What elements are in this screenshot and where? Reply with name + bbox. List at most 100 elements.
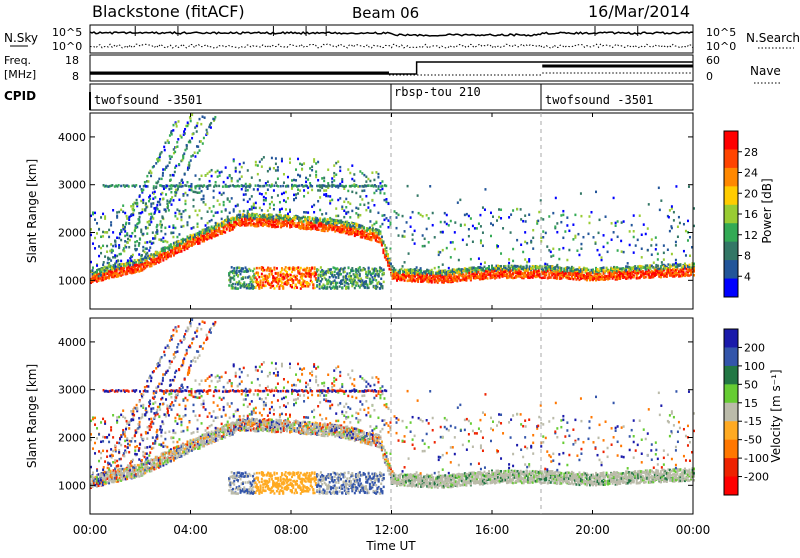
- power-cell: [359, 203, 361, 206]
- power-cell: [243, 199, 245, 202]
- power-cell: [371, 224, 373, 227]
- power-cell: [142, 199, 144, 202]
- power-cell: [516, 239, 518, 242]
- power-cell: [268, 273, 270, 276]
- power-cell: [193, 199, 195, 202]
- power-cell: [402, 215, 404, 218]
- power-cell: [102, 231, 104, 234]
- power-cell: [361, 172, 363, 175]
- power-cell: [290, 274, 292, 277]
- power-cell: [269, 203, 271, 206]
- power-cell: [251, 195, 253, 198]
- power-cell: [341, 206, 343, 209]
- power-cell: [300, 281, 302, 284]
- power-cell: [468, 235, 470, 238]
- power-cell: [92, 213, 94, 216]
- power-cell: [524, 241, 526, 244]
- power-cell: [375, 221, 377, 224]
- power-cell: [381, 180, 383, 183]
- power-cell: [323, 189, 325, 192]
- power-cell: [319, 196, 321, 199]
- power-cell: [239, 214, 241, 217]
- power-cell: [213, 215, 215, 218]
- beam-title: Beam 06: [352, 4, 419, 22]
- power-cell: [227, 216, 229, 219]
- power-cell: [114, 254, 116, 257]
- power-cell: [312, 284, 314, 287]
- power-cell: [329, 276, 331, 279]
- power-cell: [379, 232, 381, 235]
- power-cell: [223, 181, 225, 184]
- power-cell: [315, 162, 317, 165]
- power-cell: [213, 196, 215, 199]
- power-cell: [566, 216, 568, 219]
- power-cell: [255, 202, 257, 205]
- power-cell: [311, 267, 313, 270]
- power-cell: [321, 213, 323, 216]
- power-cell: [314, 287, 316, 290]
- power-cell: [191, 183, 193, 186]
- power-cell: [347, 211, 349, 214]
- frequency-panel: Freq. [MHz] 18 8 60 0 Nave: [4, 54, 781, 83]
- power-cell: [647, 227, 649, 230]
- power-cell: [92, 242, 94, 245]
- power-cell: [92, 266, 94, 269]
- power-cell: [345, 198, 347, 201]
- power-cell: [412, 211, 414, 214]
- power-cell: [303, 224, 305, 227]
- power-cell: [311, 169, 313, 172]
- noise-tick-top-left: 10^5: [52, 26, 82, 39]
- power-cell: [267, 170, 269, 173]
- power-cell: [257, 281, 259, 284]
- power-cell: [311, 166, 313, 169]
- power-cell: [235, 170, 237, 173]
- power-cell: [371, 171, 373, 174]
- power-cell: [217, 170, 219, 173]
- power-cell: [450, 241, 452, 244]
- power-cell: [363, 204, 365, 207]
- power-cell: [158, 238, 160, 241]
- power-cell: [229, 212, 231, 215]
- power-cell: [355, 207, 357, 210]
- power-cell: [209, 207, 211, 210]
- power-cell: [303, 211, 305, 214]
- power-cell: [673, 211, 675, 214]
- power-cell: [516, 208, 518, 211]
- power-cell: [275, 181, 277, 184]
- power-cell: [112, 256, 114, 259]
- power-cell: [108, 229, 110, 232]
- power-cell: [197, 223, 199, 226]
- power-cell: [197, 214, 199, 217]
- power-cell: [631, 224, 633, 227]
- power-cell: [432, 271, 434, 274]
- power-cell: [500, 252, 502, 255]
- power-cell: [601, 256, 603, 259]
- power-cell: [387, 226, 389, 229]
- power-cell: [636, 275, 638, 278]
- power-cell: [384, 244, 386, 247]
- power-cell: [160, 226, 162, 229]
- power-cell: [357, 214, 359, 217]
- power-cell: [223, 201, 225, 204]
- power-cell: [667, 249, 669, 252]
- power-cell: [233, 210, 235, 213]
- power-cell: [199, 178, 201, 181]
- power-cell: [410, 225, 412, 228]
- power-cell: [148, 213, 150, 216]
- power-cell: [291, 187, 293, 190]
- noise-panel: N.Sky 10^5 10^0 10^5 10^0 N.Search: [4, 25, 800, 53]
- power-cell: [369, 210, 371, 213]
- power-cell: [607, 242, 609, 245]
- power-cell: [588, 222, 590, 225]
- power-cell: [219, 174, 221, 177]
- power-cell: [365, 209, 367, 212]
- power-cell: [112, 231, 114, 234]
- power-cell: [257, 164, 259, 167]
- power-cell: [207, 172, 209, 175]
- power-cell: [120, 239, 122, 242]
- power-cell: [242, 278, 244, 281]
- power-cell: [321, 278, 323, 281]
- power-cell: [556, 222, 558, 225]
- power-cell: [381, 236, 383, 239]
